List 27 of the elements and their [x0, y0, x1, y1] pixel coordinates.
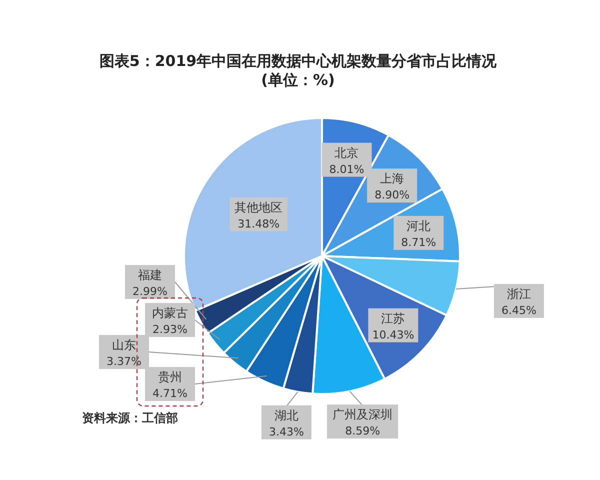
data-label: 8.59%	[345, 424, 380, 438]
slice-label: 内蒙古	[152, 306, 188, 320]
data-label: 10.43%	[372, 328, 414, 342]
data-label: 4.71%	[152, 387, 188, 400]
data-label: 2.93%	[152, 323, 188, 336]
slice-label: 贵州	[158, 370, 182, 384]
slice-label: 山东	[112, 338, 136, 352]
slice-label: 江苏	[381, 311, 406, 326]
chart-title: 图表5：2019年中国在用数据中心机架数量分省市占比情况	[99, 52, 498, 70]
data-label: 6.45%	[501, 304, 536, 317]
slice-label: 湖北	[274, 408, 298, 422]
data-label: 31.48%	[238, 217, 280, 230]
slice-label: 北京	[334, 146, 359, 160]
data-label: 8.90%	[374, 188, 410, 202]
data-label: 8.71%	[401, 236, 436, 249]
slice-label: 上海	[380, 172, 404, 186]
data-label: 2.99%	[132, 285, 168, 298]
slice-label: 广州及深圳	[332, 408, 393, 422]
text: 资料来源：工信部	[82, 411, 178, 425]
data-label: 8.01%	[329, 162, 364, 176]
slice-label: 河北	[406, 218, 431, 233]
data-label: 3.37%	[106, 355, 142, 368]
slice-label: 浙江	[506, 286, 531, 301]
slice-label: 福建	[138, 268, 162, 282]
data-label: 3.43%	[268, 425, 304, 438]
chart-subtitle: (单位：%)	[261, 71, 335, 89]
slice-label: 其他地区	[234, 200, 283, 214]
